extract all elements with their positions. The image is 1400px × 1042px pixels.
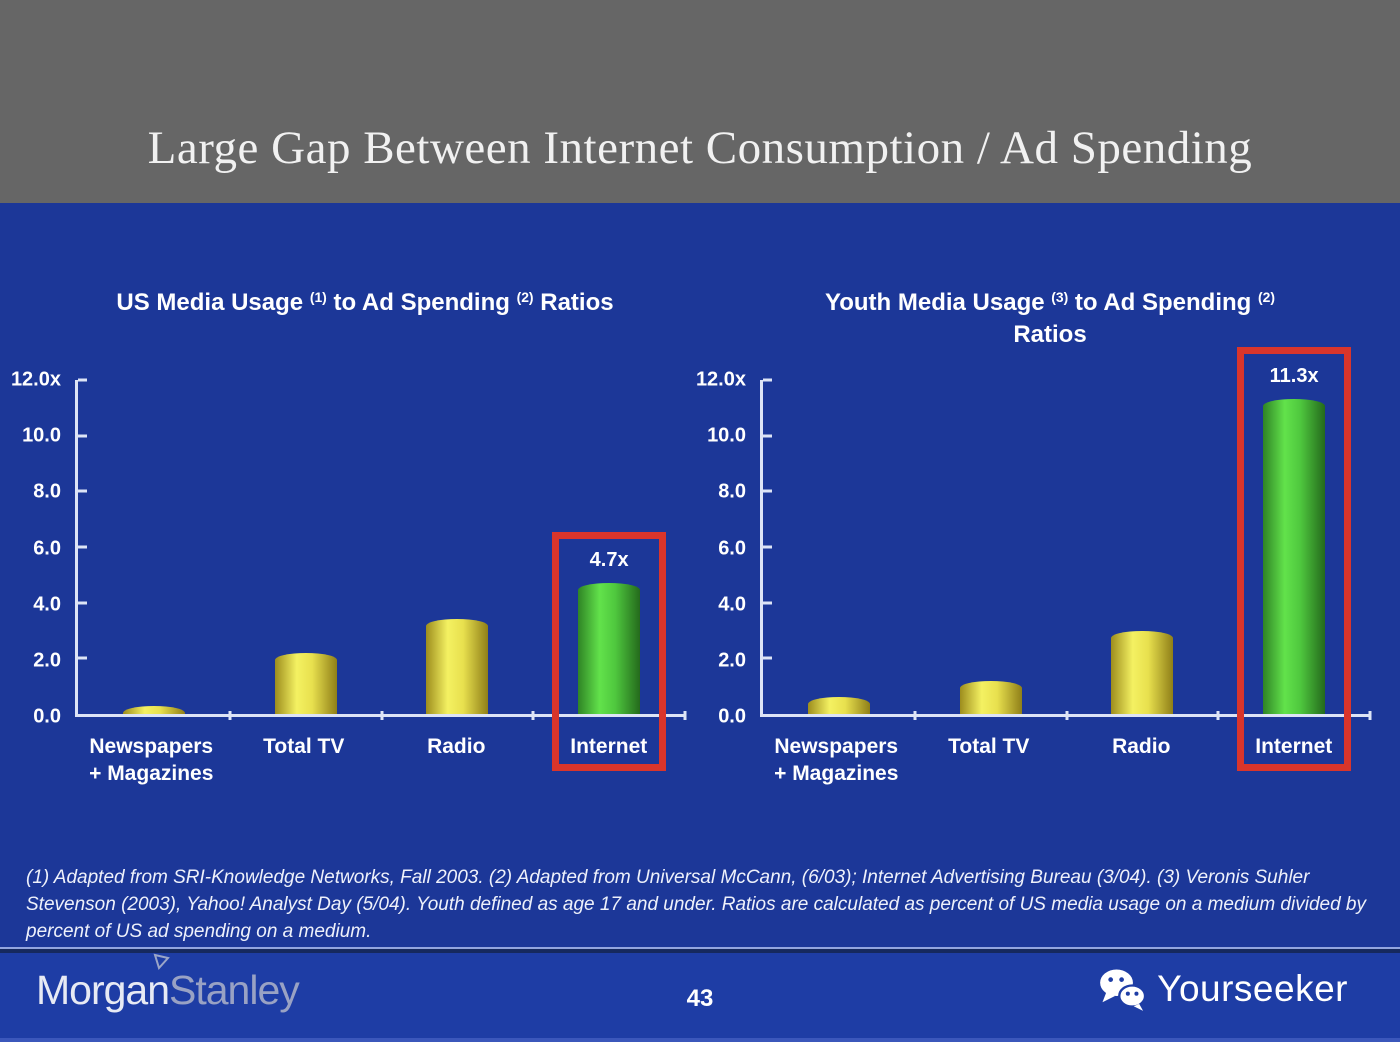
y-axis-tick-label: 0.0 <box>33 705 61 728</box>
bar-total-tv <box>959 680 1022 714</box>
y-axis-tick <box>763 489 772 493</box>
x-axis-tick <box>531 711 535 720</box>
y-axis-tick-label: 8.0 <box>718 480 746 503</box>
bar-radio <box>1111 630 1174 714</box>
y-axis-tick <box>763 545 772 549</box>
chart-title-text: Ratios <box>533 289 614 316</box>
bar-value-label: 11.3x <box>1269 365 1319 388</box>
y-axis-tick <box>763 378 772 382</box>
x-axis-tick <box>228 711 232 720</box>
category-label: Internet <box>570 735 648 758</box>
bar-internet <box>1263 399 1326 714</box>
category-label: Total TV <box>263 735 345 758</box>
bar-value-label: 4.7x <box>589 549 629 572</box>
bar-total-tv <box>274 652 337 714</box>
y-axis-labels: 12.0x 10.0 8.0 6.0 4.0 2.0 0.0 <box>0 369 75 728</box>
x-axis-labels: Newspapers + Magazines Total TV Radio Intern… <box>75 717 685 802</box>
slide-footer: MorganStanley 43 Yourseeker <box>0 947 1400 1042</box>
slide-header: Large Gap Between Internet Consumption /… <box>0 0 1400 203</box>
slide-title: Large Gap Between Internet Consumption /… <box>147 122 1253 174</box>
morgan-stanley-flag-icon <box>153 953 170 970</box>
y-axis-tick <box>763 434 772 438</box>
category-label: Total TV <box>948 735 1030 758</box>
plot-area: 4.7x <box>75 378 687 771</box>
page-number: 43 <box>686 985 714 1012</box>
y-axis-tick-label: 0.0 <box>718 705 746 728</box>
footnote-ref-3: (3) <box>1051 289 1069 306</box>
chart-title-text: to Ad Spending <box>326 289 517 316</box>
y-axis-tick <box>78 434 87 438</box>
bar-internet <box>578 583 641 714</box>
wechat-icon <box>1100 969 1147 1011</box>
yourseeker-watermark: Yourseeker <box>1097 967 1348 1011</box>
chart-youth-media-usage: Youth Media Usage (3) to Ad Spending (2)… <box>685 203 1372 802</box>
y-axis-tick <box>78 489 87 493</box>
y-axis-tick-label: 4.0 <box>718 593 746 616</box>
y-axis-tick <box>78 601 87 605</box>
footnote-ref-2: (2) <box>516 289 534 306</box>
chart-title-left: US Media Usage (1) to Ad Spending (2) Ra… <box>45 288 685 380</box>
category-label: Internet <box>1255 735 1333 758</box>
y-axis-tick <box>78 378 87 382</box>
plot-area: 11.3x <box>760 346 1372 771</box>
footnote-ref-2: (2) <box>1258 289 1275 306</box>
y-axis-tick-label: 4.0 <box>33 593 61 616</box>
plot-left: 12.0x 10.0 8.0 6.0 4.0 2.0 0.0 4.7x <box>0 369 687 771</box>
chart-title-text: US Media Usage <box>116 289 310 316</box>
bar-newspapers <box>122 705 185 714</box>
y-axis-tick <box>763 656 772 660</box>
x-axis-tick <box>1216 711 1220 720</box>
x-axis-tick <box>1065 711 1068 720</box>
y-axis-tick-label: 2.0 <box>33 649 61 672</box>
slide-body: US Media Usage (1) to Ad Spending (2) Ra… <box>0 203 1400 947</box>
y-axis-labels: 12.0x 10.0 8.0 6.0 4.0 2.0 0.0 <box>685 369 760 728</box>
category-label: Radio <box>427 735 486 758</box>
y-axis-tick <box>763 601 772 605</box>
bar-newspapers <box>807 697 870 714</box>
charts-row: US Media Usage (1) to Ad Spending (2) Ra… <box>0 203 1400 802</box>
x-axis-tick <box>913 711 917 720</box>
brand-part-morgan: Morgan <box>36 967 170 1013</box>
y-axis-tick-label: 10.0 <box>22 424 61 447</box>
plot-right: 12.0x 10.0 8.0 6.0 4.0 2.0 0.0 11.3x <box>685 346 1372 771</box>
bar-radio <box>426 619 489 714</box>
chart-title-text: to Ad Spending <box>1068 289 1258 316</box>
footnote-text: (1) Adapted from SRI-Knowledge Networks,… <box>26 867 1366 942</box>
x-axis-tick <box>380 711 383 720</box>
y-axis-tick-label: 2.0 <box>718 649 746 672</box>
y-axis-tick-label: 10.0 <box>707 424 746 447</box>
chart-title-text: Ratios <box>1013 321 1087 348</box>
x-axis-labels: Newspapers + Magazines Total TV Radio Intern… <box>760 717 1370 802</box>
category-label: Newspapers + Magazines <box>89 735 214 785</box>
footnote-ref-1: (1) <box>309 289 327 306</box>
category-label: Newspapers + Magazines <box>774 735 899 785</box>
watermark-label: Yourseeker <box>1157 968 1348 1009</box>
category-label: Radio <box>1112 735 1171 758</box>
chart-title-text: Youth Media Usage <box>824 289 1052 316</box>
y-axis-tick-label: 6.0 <box>33 537 61 559</box>
y-axis-tick-label: 8.0 <box>33 480 61 503</box>
y-axis-tick <box>78 656 87 660</box>
x-axis-tick <box>1368 711 1372 720</box>
chart-title-right: Youth Media Usage (3) to Ad Spending (2)… <box>730 288 1370 380</box>
morgan-stanley-logo: MorganStanley <box>36 953 300 1014</box>
y-axis-tick <box>78 545 87 549</box>
x-axis-tick <box>683 711 687 720</box>
y-axis-tick-label: 12.0x <box>10 368 61 391</box>
brand-part-stanley: Stanley <box>169 967 300 1013</box>
chart-us-media-usage: US Media Usage (1) to Ad Spending (2) Ra… <box>0 203 687 802</box>
y-axis-tick-label: 6.0 <box>718 537 746 559</box>
y-axis-tick-label: 12.0x <box>695 368 746 391</box>
